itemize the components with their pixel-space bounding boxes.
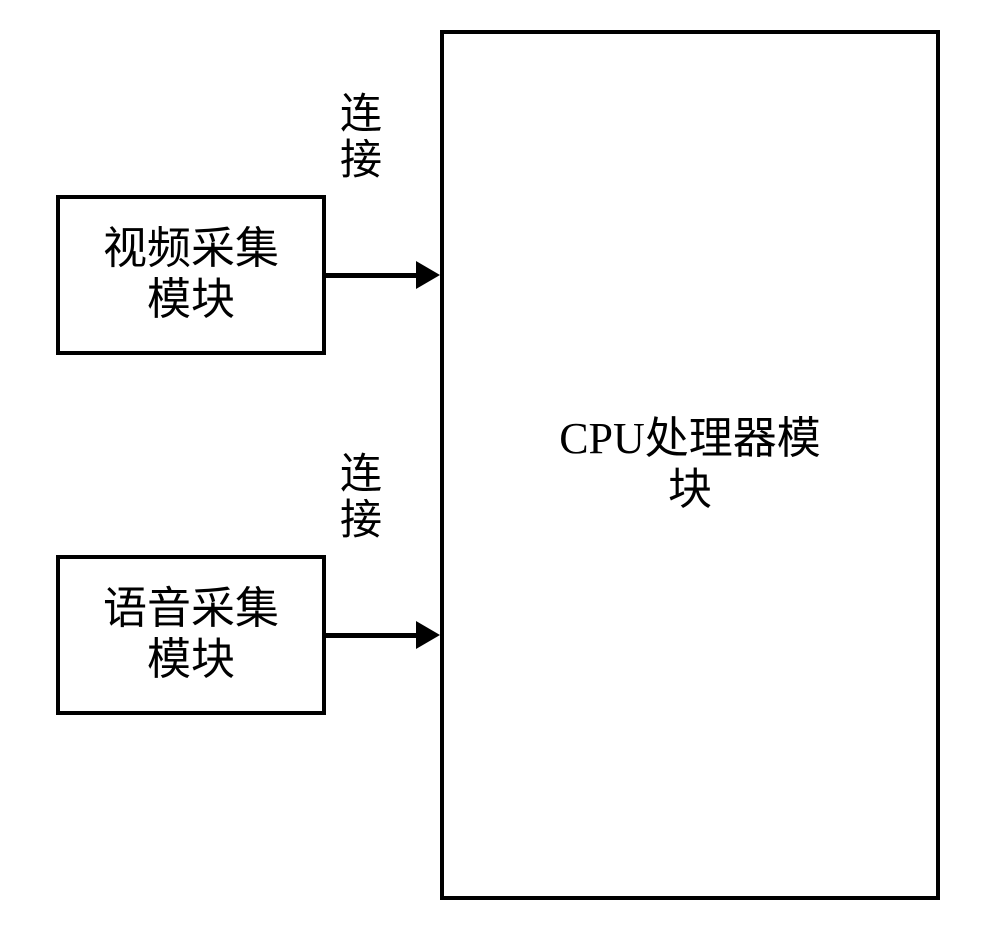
video-capture-module-box: 视频采集 模块 xyxy=(56,195,326,355)
edge-label-audio-to-cpu: 连 接 xyxy=(340,452,382,544)
edge-label-video-to-cpu: 连 接 xyxy=(340,92,382,184)
arrowhead-icon xyxy=(416,621,440,649)
audio-capture-module-box: 语音采集 模块 xyxy=(56,555,326,715)
arrow-shaft xyxy=(326,633,418,638)
video-capture-module-label: 视频采集 模块 xyxy=(103,224,279,325)
cpu-processor-module-box: CPU处理器模 块 xyxy=(440,30,940,900)
arrow-shaft xyxy=(326,273,418,278)
arrowhead-icon xyxy=(416,261,440,289)
audio-capture-module-label: 语音采集 模块 xyxy=(103,584,279,685)
cpu-processor-module-label: CPU处理器模 块 xyxy=(559,414,821,515)
